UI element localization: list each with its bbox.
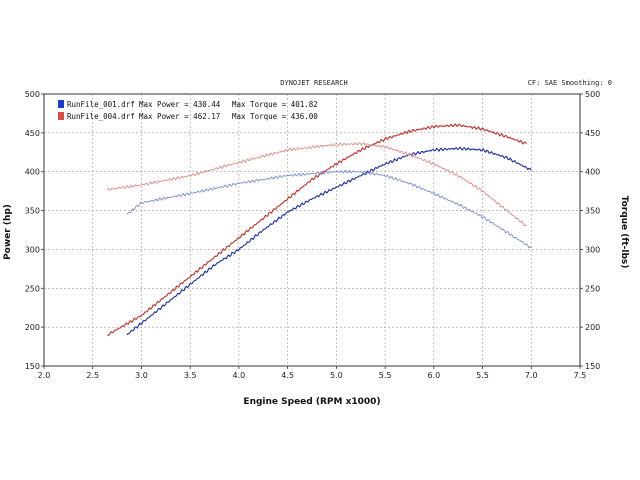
x-tick-label: 5.5 xyxy=(476,371,489,380)
series-line-run2-torque xyxy=(107,142,527,227)
legend-swatch-run1 xyxy=(58,100,64,108)
y-axis-label-right: Torque (ft-lbs) xyxy=(619,196,629,269)
x-tick-label: 5.5 xyxy=(379,371,392,380)
legend-max-torque-run1: Max Torque = 401.82 xyxy=(232,100,318,109)
grid-lines xyxy=(41,93,583,369)
x-tick-label: 2.0 xyxy=(38,371,51,380)
legend-max-power-run2: Max Power = 462.17 xyxy=(139,112,220,121)
legend-max-torque-run2: Max Torque = 436.00 xyxy=(232,112,318,121)
y-tick-label-right: 200 xyxy=(585,323,600,332)
y-tick-label-left: 150 xyxy=(25,362,40,371)
chart-header-settings: CF: SAE Smoothing: 0 xyxy=(528,79,612,87)
y-tick-labels: 150 150 200 200 250 250 300 300 350 350 400 400 450 4… xyxy=(25,90,601,371)
chart-header-title: DYNOJET RESEARCH xyxy=(280,79,347,87)
y-tick-label-right: 150 xyxy=(585,362,600,371)
x-axis-label: Engine Speed (RPM x1000) xyxy=(243,397,380,407)
x-tick-label: 4.0 xyxy=(233,371,246,380)
x-tick-label: 3.5 xyxy=(184,371,197,380)
x-tick-label: 4.5 xyxy=(281,371,294,380)
series-line-run1-power xyxy=(126,146,532,336)
y-tick-label-left: 500 xyxy=(25,90,40,99)
x-tick-labels: 2.0 2.5 3.0 3.5 4.0 4.5 5.0 5.5 6.0 5.5 7.0 7.5 xyxy=(38,371,587,380)
y-tick-label-right: 400 xyxy=(585,168,600,177)
y-tick-label-left: 200 xyxy=(25,323,40,332)
y-tick-label-left: 450 xyxy=(25,129,40,138)
x-tick-label: 7.5 xyxy=(574,371,587,380)
y-tick-label-left: 250 xyxy=(25,284,40,293)
legend-file-run2: RunFile_004.drf xyxy=(67,112,135,121)
series-lines xyxy=(107,123,532,336)
y-tick-label-right: 300 xyxy=(585,245,600,254)
y-tick-label-right: 250 xyxy=(585,284,600,293)
x-tick-label: 3.0 xyxy=(135,371,148,380)
y-axis-label-left: Power (hp) xyxy=(3,204,13,260)
x-tick-label: 7.0 xyxy=(525,371,538,380)
series-line-run2-power xyxy=(107,123,527,336)
y-tick-label-left: 350 xyxy=(25,207,40,216)
legend-max-power-run1: Max Power = 430.44 xyxy=(139,100,221,109)
y-tick-label-right: 450 xyxy=(585,129,600,138)
y-tick-label-right: 350 xyxy=(585,207,600,216)
y-tick-label-left: 300 xyxy=(25,245,40,254)
legend-file-run1: RunFile_001.drf xyxy=(67,100,135,109)
x-tick-label: 2.5 xyxy=(86,371,99,380)
x-tick-label: 5.0 xyxy=(330,371,343,380)
x-tick-label: 6.0 xyxy=(427,371,440,380)
y-tick-label-left: 400 xyxy=(25,168,40,177)
legend-swatch-run2 xyxy=(58,112,64,120)
y-tick-label-right: 500 xyxy=(585,90,600,99)
series-line-run1-torque xyxy=(126,169,532,249)
legend: RunFile_001.drf Max Power = 430.44 Max T… xyxy=(58,100,318,121)
